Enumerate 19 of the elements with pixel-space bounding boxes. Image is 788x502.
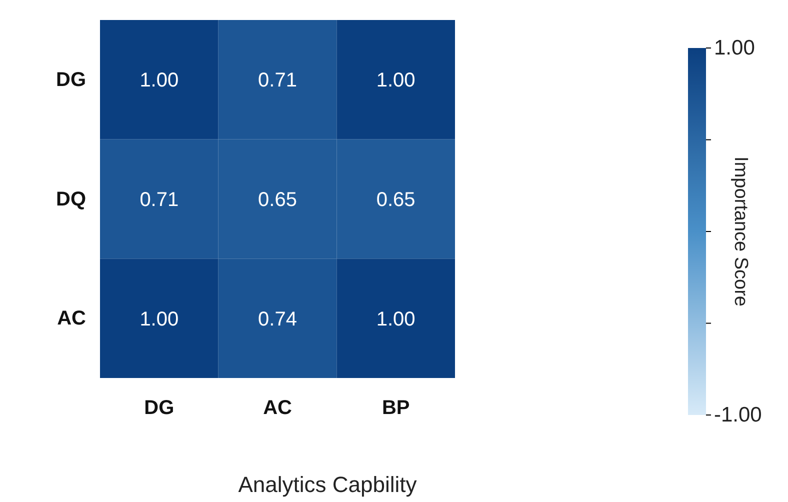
data-label: 0.74 — [258, 308, 297, 330]
data-label: 1.00 — [140, 70, 179, 92]
x-tick-label: BP — [382, 397, 410, 420]
data-label: 1.00 — [376, 308, 416, 330]
x-axis-title: Analytics Capbility — [238, 472, 417, 497]
y-tick-label: AC — [57, 308, 86, 330]
y-tick-label: DQ — [56, 188, 86, 210]
data-label: 1.00 — [376, 70, 416, 92]
data-label: 0.71 — [258, 70, 297, 92]
x-tick-label: DG — [144, 397, 174, 420]
color-bar-label: -1.00 — [714, 404, 762, 427]
y-tick-label: DG — [56, 69, 86, 92]
data-label: 1.00 — [140, 308, 179, 330]
data-label: 0.65 — [258, 189, 297, 211]
data-label: 0.65 — [376, 189, 416, 211]
data-label: 0.71 — [140, 189, 179, 211]
color-bar-label: 1.00 — [714, 36, 755, 60]
x-tick-label: AC — [263, 397, 292, 420]
color-bar-title: Importance Score — [730, 156, 751, 306]
